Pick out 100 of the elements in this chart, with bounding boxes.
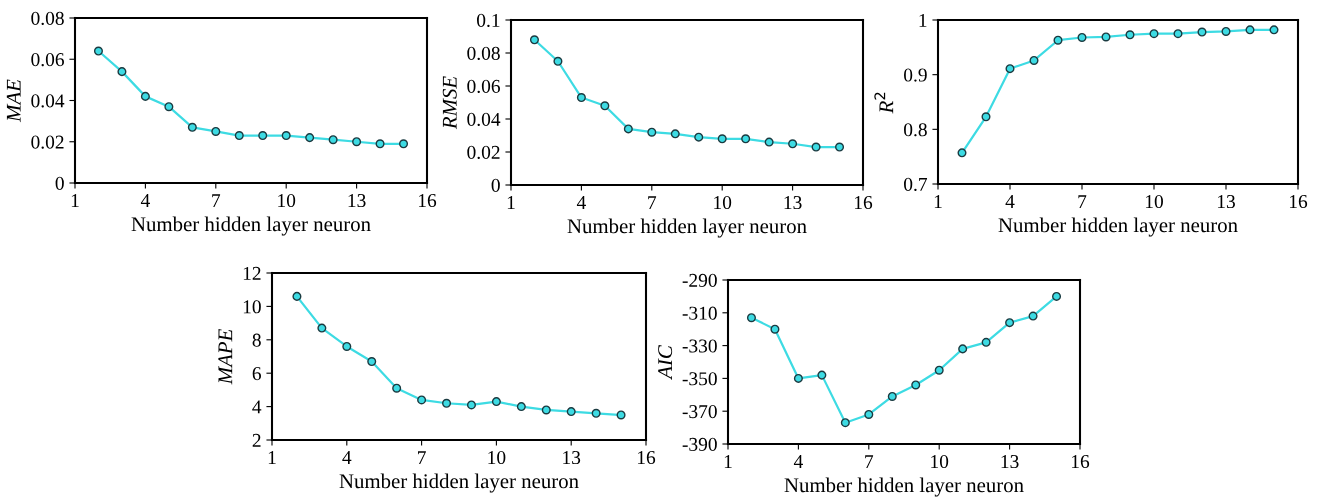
point (211, 126, 221, 136)
x-tick-label: 1 (268, 451, 276, 464)
x-tick-label: 13 (348, 194, 366, 208)
y-tick-label: -350 (682, 372, 717, 386)
point (670, 129, 680, 139)
point (466, 400, 476, 410)
point (417, 395, 427, 405)
point (1028, 311, 1038, 321)
point (342, 341, 352, 351)
x-tick-label: 4 (793, 455, 803, 468)
point (741, 134, 751, 144)
point (840, 418, 850, 428)
point (770, 324, 780, 334)
y-tick-label: 0.08 (467, 46, 500, 61)
point (281, 131, 291, 141)
y-tick-label: 0.02 (31, 135, 64, 149)
x-tick-label: 7 (1078, 195, 1087, 208)
point (367, 356, 377, 367)
point (576, 93, 586, 103)
y-tick-label: 0.9 (904, 68, 927, 82)
point (1125, 30, 1135, 40)
point (553, 56, 563, 66)
y-tick-label: 6 (252, 367, 261, 381)
x-tick-label: 10 (1145, 194, 1163, 209)
point (647, 127, 657, 137)
x-tick-label: 4 (576, 196, 586, 209)
y-axis-title: AIC (658, 345, 673, 380)
point (1005, 64, 1015, 74)
point (694, 132, 704, 142)
y-tick-label: 4 (252, 400, 262, 414)
y-tick-label: 0 (55, 176, 64, 190)
point (442, 398, 452, 408)
point (591, 408, 601, 418)
point (491, 397, 501, 407)
point (746, 313, 756, 323)
point (864, 409, 874, 419)
y-tick-label: 0.1 (477, 13, 500, 28)
y-tick-label: -370 (682, 405, 717, 419)
x-tick-label: 1 (724, 455, 732, 468)
y-tick-label: 8 (252, 333, 261, 347)
point (566, 407, 576, 417)
x-axis-title: Number hidden layer neuron (998, 217, 1238, 237)
point (957, 148, 967, 158)
x-tick-label: 16 (418, 194, 437, 208)
point (887, 391, 897, 401)
y-tick-label: 0.06 (467, 79, 500, 94)
point (788, 139, 798, 149)
y-axis-title: MAPE (218, 329, 233, 385)
point (1005, 318, 1015, 328)
point (117, 67, 127, 77)
x-tick-label: 1 (507, 196, 515, 209)
y-tick-label: 0 (491, 178, 500, 192)
x-tick-label: 16 (1071, 455, 1090, 469)
point (234, 131, 244, 141)
point (911, 380, 921, 390)
y-axis-title: MAE (6, 79, 21, 123)
point (817, 370, 827, 380)
y-tick-label: 0.04 (31, 94, 65, 108)
x-tick-label: 13 (563, 451, 581, 465)
y-tick-label: -290 (682, 273, 717, 287)
x-axis-title: Number hidden layer neuron (784, 477, 1024, 497)
x-tick-label: 4 (1005, 195, 1015, 208)
point (981, 337, 991, 347)
x-tick-label: 16 (854, 196, 873, 210)
x-tick-label: 4 (140, 194, 150, 207)
x-tick-label: 10 (278, 193, 296, 208)
point (1221, 26, 1231, 36)
point (958, 344, 968, 354)
point (1149, 29, 1159, 39)
point (717, 134, 727, 144)
point (600, 101, 610, 111)
point (529, 35, 539, 45)
x-tick-label: 7 (648, 196, 657, 209)
x-tick-label: 4 (342, 451, 352, 464)
y-tick-label: 0.02 (467, 145, 500, 160)
point (1245, 25, 1255, 35)
point (140, 91, 150, 101)
y-tick-label: 0.7 (904, 177, 928, 192)
x-tick-label: 7 (865, 455, 874, 468)
x-tick-label: 10 (714, 195, 732, 210)
y-tick-label: 10 (243, 300, 261, 314)
y-tick-label: -310 (682, 306, 717, 320)
y-tick-label: -330 (682, 339, 717, 353)
x-tick-label: 16 (637, 451, 656, 465)
point (392, 383, 402, 393)
point (305, 133, 315, 143)
y-axis-title: R$^{2}$ (874, 92, 894, 114)
point (93, 46, 103, 56)
point (1053, 35, 1063, 45)
x-tick-label: 10 (931, 454, 949, 469)
point (981, 112, 991, 122)
point (616, 410, 626, 420)
point (764, 137, 774, 147)
x-axis-title: Number hidden layer neuron (131, 216, 371, 236)
x-axis-title: Number hidden layer neuron (339, 473, 579, 493)
point (1077, 32, 1087, 43)
point (541, 405, 551, 415)
point (1101, 32, 1111, 42)
point (1052, 291, 1062, 301)
y-axis-title: RMSE (442, 76, 457, 130)
